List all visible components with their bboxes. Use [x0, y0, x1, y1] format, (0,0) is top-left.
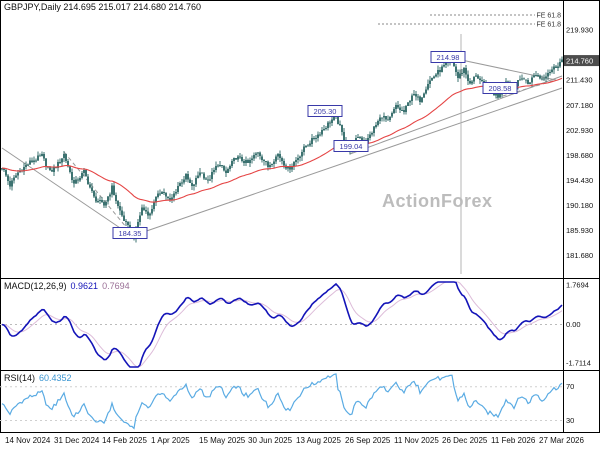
trendline: [451, 57, 557, 81]
moving-average-line: [1, 77, 563, 203]
price-axis-divider: [563, 0, 564, 432]
y-axis-label: 211.430: [566, 76, 593, 85]
current-price-box: [564, 55, 599, 67]
rsi-value: 60.4352: [39, 373, 72, 383]
trendline: [131, 87, 563, 237]
price-tag-box: [482, 82, 518, 94]
date-label: 13 Aug 2025: [296, 436, 341, 445]
trendline: [1, 147, 133, 237]
macd-value-signal: 0.7694: [102, 281, 130, 291]
date-label: 1 Apr 2025: [151, 436, 190, 445]
date-label: 26 Sep 2025: [345, 436, 391, 445]
macd-main-line: [1, 281, 563, 368]
macd-panel: 1.7694 0.00 -1.7114 MACD(12,26,9) 0.9621 0.7…: [0, 278, 600, 370]
macd-signal-line: [1, 281, 563, 368]
main-chart-panel: FE 61.8 FE 61.8 214.98 208.58 205.30 199.04 18…: [0, 0, 600, 278]
date-label: 14 Nov 2024: [5, 436, 51, 445]
macd-indicator-name: MACD(12,26,9): [4, 281, 67, 291]
date-label: 26 Dec 2025: [442, 436, 488, 445]
rsi-axis-label: 70: [566, 382, 574, 391]
y-axis-label: 202.930: [566, 126, 593, 135]
date-label: 11 Nov 2025: [394, 436, 439, 445]
main-chart-canvas[interactable]: FE 61.8 FE 61.8 214.98 208.58 205.30 199.04 18…: [0, 0, 600, 278]
date-label: 30 Jun 2025: [248, 436, 293, 445]
price-tag-box: [307, 105, 343, 117]
price-tag-label: 208.58: [489, 84, 512, 93]
current-price-label: 214.760: [566, 57, 593, 66]
y-axis-label: 190.180: [566, 201, 593, 210]
y-axis-label: 194.430: [566, 176, 593, 185]
date-label: 27 Mar 2026: [539, 436, 584, 445]
date-label: 14 Feb 2025: [102, 436, 147, 445]
trendline: [63, 151, 132, 234]
price-tag-label: 205.30: [314, 107, 337, 116]
macd-axis-label: 1.7694: [566, 280, 589, 289]
date-label: 15 May 2025: [199, 436, 246, 445]
price-tag-label: 214.98: [437, 53, 460, 62]
chart-title: GBPJPY,Daily 214.695 215.017 214.680 214…: [4, 2, 201, 12]
macd-axis-label: 0.00: [566, 320, 581, 329]
macd-title: MACD(12,26,9) 0.9621 0.7694: [4, 281, 134, 291]
macd-value-main: 0.9621: [70, 281, 99, 291]
date-label: 11 Feb 2026: [491, 436, 536, 445]
y-axis-label: 198.680: [566, 151, 593, 160]
macd-axis-label: -1.7114: [566, 358, 591, 367]
rsi-title: RSI(14) 60.4352: [4, 373, 76, 383]
rsi-panel: 70 30 RSI(14) 60.4352: [0, 370, 600, 432]
y-axis-label: 181.680: [566, 251, 593, 260]
y-axis-label: 185.930: [566, 226, 593, 235]
y-axis-label: 219.930: [566, 26, 593, 35]
macd-canvas[interactable]: 1.7694 0.00 -1.7114: [0, 279, 600, 370]
price-tag-label: 184.35: [119, 229, 142, 238]
fib-extension-label: FE 61.8: [536, 13, 561, 20]
date-axis: 14 Nov 2024 31 Dec 2024 14 Feb 2025 1 Apr 2…: [0, 432, 600, 450]
watermark: ActionForex: [382, 191, 493, 211]
rsi-axis-label: 30: [566, 416, 574, 425]
price-tag-box: [112, 227, 148, 239]
y-axis-label: 207.180: [566, 101, 593, 110]
date-label: 31 Dec 2024: [54, 436, 100, 445]
rsi-canvas[interactable]: 70 30: [0, 371, 600, 432]
fib-extension-label: FE 61.8: [536, 22, 561, 29]
rsi-indicator-name: RSI(14): [4, 373, 36, 383]
rsi-line: [1, 373, 563, 430]
price-tag-box: [430, 51, 466, 63]
candles-group: [1, 56, 563, 243]
price-tag-label: 199.04: [340, 142, 363, 151]
price-tag-box: [333, 140, 369, 152]
